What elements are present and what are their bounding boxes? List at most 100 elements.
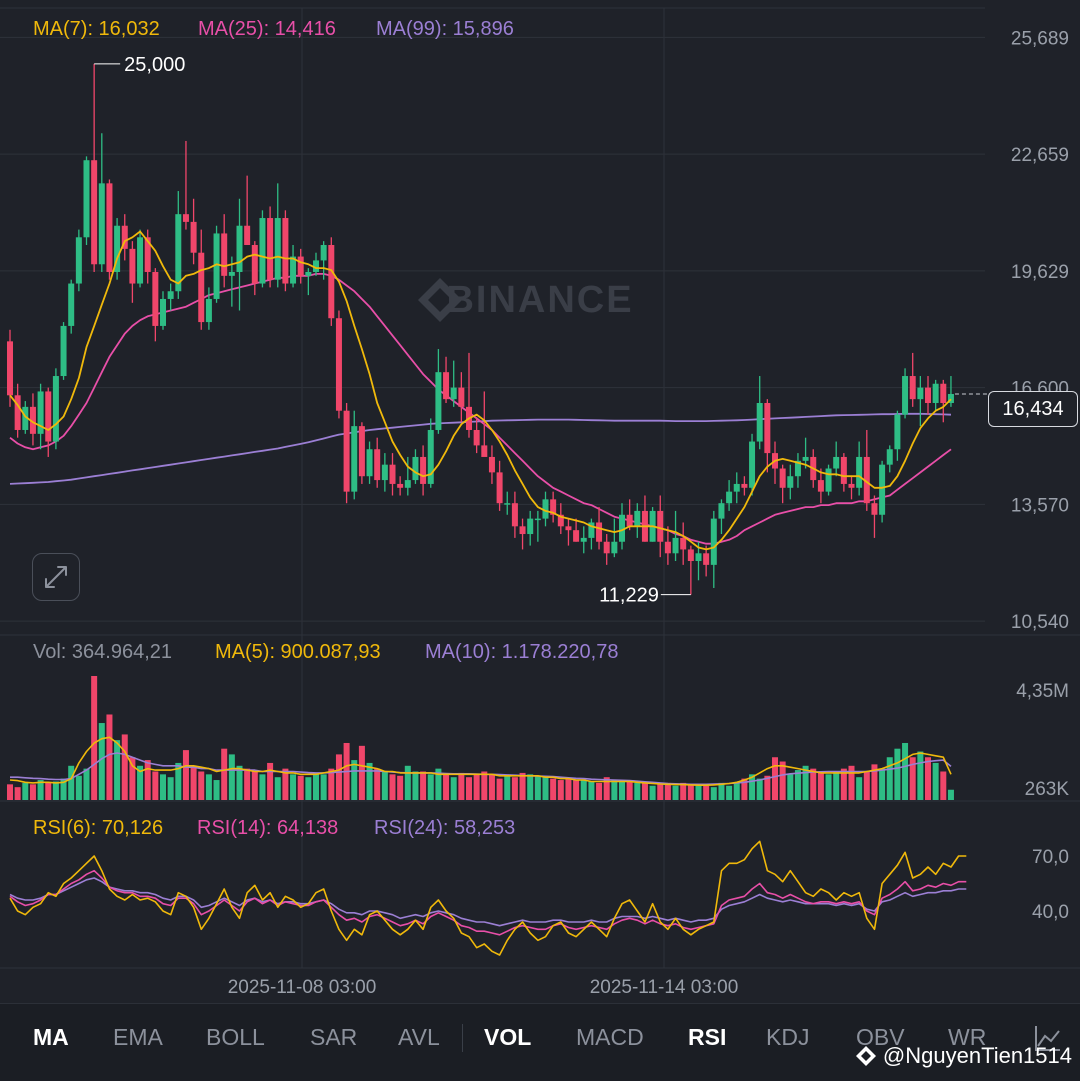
candle-body <box>366 449 373 477</box>
volume-bar <box>282 768 289 800</box>
volume-bar <box>879 768 886 800</box>
volume-bar <box>244 768 251 800</box>
candle-body <box>412 456 419 481</box>
candle-body <box>825 468 832 492</box>
candle-body <box>947 393 954 404</box>
candle-body <box>343 410 350 492</box>
candle-body <box>703 553 710 565</box>
tab-ema[interactable]: EMA <box>113 1024 163 1050</box>
candle-body <box>481 445 488 457</box>
candle-body <box>603 541 610 554</box>
expand-button[interactable] <box>32 553 80 601</box>
legend-rsi24: RSI(24): 58,253 <box>374 817 515 839</box>
candle-body <box>733 483 740 492</box>
rsi6-polyline <box>9 840 967 956</box>
volume-bar <box>213 780 220 800</box>
volume-bar <box>664 782 671 800</box>
volume-bar <box>366 762 373 800</box>
volume-bar <box>121 734 128 800</box>
volume-bar <box>649 785 656 800</box>
tab-obv[interactable]: OBV <box>856 1024 905 1050</box>
tab-wr[interactable]: WR <box>948 1024 987 1050</box>
candle-body <box>726 491 733 504</box>
tab-sar[interactable]: SAR <box>310 1024 358 1050</box>
candle-body <box>565 526 572 531</box>
tab-macd[interactable]: MACD <box>576 1024 644 1050</box>
volume-bar <box>886 757 893 800</box>
volume-bar <box>68 765 75 800</box>
volume-bar <box>749 774 756 800</box>
candle-body <box>488 456 495 473</box>
candle-body <box>228 271 235 276</box>
candle-body <box>60 325 67 377</box>
candle-body <box>75 237 82 284</box>
candle-body <box>45 391 52 442</box>
volume-bar <box>129 757 136 800</box>
volume-bar <box>619 780 625 800</box>
candle-body <box>886 449 893 465</box>
volume-bar <box>381 771 388 800</box>
rsi-lines <box>9 840 967 956</box>
tab-vol[interactable]: VOL <box>484 1024 532 1050</box>
candle-body <box>137 237 144 284</box>
candle-body <box>580 537 587 542</box>
volume-bar <box>488 774 495 800</box>
tab-rsi[interactable]: RSI <box>688 1024 727 1050</box>
candle-body <box>404 480 411 488</box>
rsi-tick-label: 40,0 <box>1032 902 1069 923</box>
volume-bar <box>726 785 733 800</box>
candle-body <box>205 298 212 323</box>
candle-body <box>527 518 534 535</box>
volume-bar <box>466 777 472 800</box>
tab-kdj[interactable]: KDJ <box>766 1024 810 1050</box>
indicator-tab-bar: MA EMA BOLL SAR AVL VOL MACD RSI KDJ OBV… <box>0 1003 1080 1081</box>
volume-bar <box>550 778 557 800</box>
volume-bar <box>687 784 694 800</box>
volume-bar <box>519 772 526 800</box>
ma7-line <box>9 230 952 551</box>
indicator-settings-button[interactable] <box>1032 1022 1064 1059</box>
candle-body <box>420 456 427 484</box>
volume-bar <box>198 771 205 800</box>
price-tick-label: 13,570 <box>1011 495 1069 516</box>
volume-bar <box>60 778 67 800</box>
candle-body <box>657 510 664 542</box>
volume-bar <box>611 780 618 800</box>
volume-bar <box>802 765 809 800</box>
volume-bar <box>825 774 832 800</box>
chart-canvas[interactable]: BINANCE 25,68922,65919,62916,60013,57010… <box>0 0 1080 1003</box>
candle-body <box>902 376 909 415</box>
candle-body <box>328 245 335 319</box>
candle-body <box>443 372 450 400</box>
volume-bar <box>328 768 335 800</box>
tab-boll[interactable]: BOLL <box>206 1024 265 1050</box>
volume-bar <box>374 768 381 800</box>
candle-body <box>335 318 342 411</box>
volume-bar <box>160 774 166 800</box>
candle-body <box>274 218 281 280</box>
legend-vol-ma5: MA(5): 900.087,93 <box>215 641 381 663</box>
candle-body <box>267 218 274 280</box>
volume-bar <box>504 775 511 800</box>
candle-body <box>542 499 549 519</box>
volume-bar <box>37 780 44 800</box>
volume-bar <box>274 777 281 800</box>
volume-bar <box>787 774 794 800</box>
candle-body <box>534 518 541 521</box>
volume-bar <box>856 777 863 800</box>
volume-bar <box>863 771 870 800</box>
tab-ma[interactable]: MA <box>33 1024 69 1050</box>
candle-body <box>634 510 641 527</box>
candle-body <box>779 468 786 488</box>
candle-body <box>504 503 511 505</box>
volume-bar <box>848 765 855 800</box>
candle-body <box>710 518 717 565</box>
volume-bar <box>22 782 29 800</box>
candle-body <box>848 483 855 488</box>
volume-bar <box>7 784 13 800</box>
volume-bar <box>313 774 319 800</box>
tab-avl[interactable]: AVL <box>398 1024 440 1050</box>
volume-bar <box>98 723 105 800</box>
candle-body <box>588 522 595 538</box>
